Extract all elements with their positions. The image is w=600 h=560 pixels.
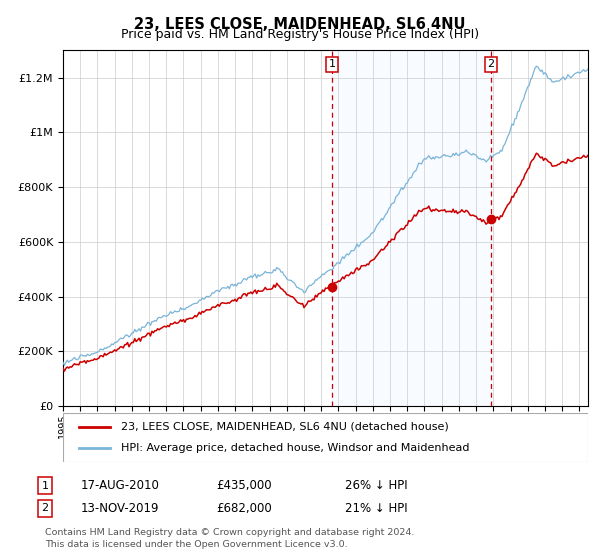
Text: 26% ↓ HPI: 26% ↓ HPI xyxy=(345,479,407,492)
Text: Price paid vs. HM Land Registry's House Price Index (HPI): Price paid vs. HM Land Registry's House … xyxy=(121,28,479,41)
Text: 23, LEES CLOSE, MAIDENHEAD, SL6 4NU (detached house): 23, LEES CLOSE, MAIDENHEAD, SL6 4NU (det… xyxy=(121,422,449,432)
Text: 13-NOV-2019: 13-NOV-2019 xyxy=(81,502,160,515)
Text: 1: 1 xyxy=(329,59,335,69)
Text: 2: 2 xyxy=(488,59,494,69)
Text: 1: 1 xyxy=(41,480,49,491)
Text: £682,000: £682,000 xyxy=(216,502,272,515)
Bar xyxy=(332,50,491,406)
Text: 23, LEES CLOSE, MAIDENHEAD, SL6 4NU: 23, LEES CLOSE, MAIDENHEAD, SL6 4NU xyxy=(134,17,466,32)
Text: 2: 2 xyxy=(41,503,49,514)
Text: 17-AUG-2010: 17-AUG-2010 xyxy=(81,479,160,492)
Text: Contains HM Land Registry data © Crown copyright and database right 2024.
This d: Contains HM Land Registry data © Crown c… xyxy=(45,528,415,549)
Text: HPI: Average price, detached house, Windsor and Maidenhead: HPI: Average price, detached house, Wind… xyxy=(121,443,469,453)
Text: £435,000: £435,000 xyxy=(216,479,272,492)
Text: 21% ↓ HPI: 21% ↓ HPI xyxy=(345,502,407,515)
